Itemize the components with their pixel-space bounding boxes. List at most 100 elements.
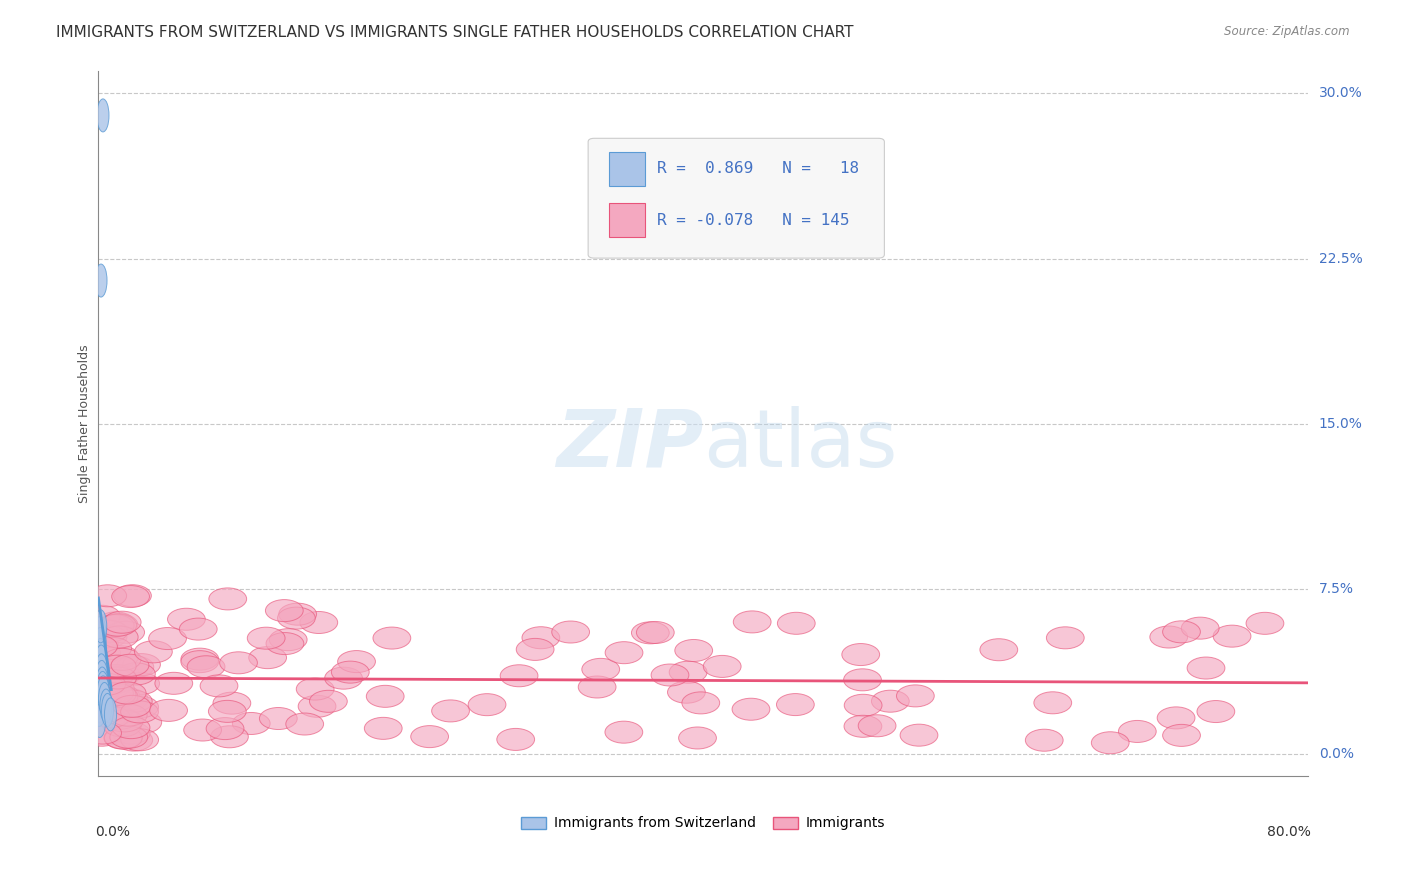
Ellipse shape — [93, 699, 131, 722]
Ellipse shape — [135, 640, 173, 663]
Ellipse shape — [97, 676, 110, 709]
Ellipse shape — [103, 714, 141, 737]
Ellipse shape — [181, 648, 219, 670]
Ellipse shape — [91, 676, 129, 698]
Ellipse shape — [96, 667, 108, 700]
Ellipse shape — [97, 612, 135, 634]
Ellipse shape — [118, 663, 155, 685]
Ellipse shape — [1091, 731, 1129, 754]
Ellipse shape — [94, 610, 107, 643]
Ellipse shape — [108, 682, 146, 704]
Ellipse shape — [208, 700, 246, 723]
Ellipse shape — [516, 639, 554, 660]
Ellipse shape — [669, 661, 707, 683]
Y-axis label: Single Father Households: Single Father Households — [79, 344, 91, 503]
Ellipse shape — [98, 655, 136, 677]
Ellipse shape — [211, 726, 249, 747]
Ellipse shape — [100, 614, 138, 636]
Ellipse shape — [1163, 724, 1201, 747]
Ellipse shape — [432, 700, 470, 722]
Ellipse shape — [209, 588, 246, 610]
Ellipse shape — [631, 622, 669, 644]
Ellipse shape — [668, 681, 706, 703]
Text: 80.0%: 80.0% — [1267, 825, 1310, 839]
Ellipse shape — [1187, 657, 1225, 679]
Ellipse shape — [103, 665, 141, 686]
Ellipse shape — [180, 618, 217, 640]
Ellipse shape — [96, 645, 107, 678]
Ellipse shape — [1118, 721, 1156, 742]
Ellipse shape — [373, 627, 411, 649]
Ellipse shape — [980, 639, 1018, 661]
Ellipse shape — [110, 689, 148, 710]
Ellipse shape — [86, 695, 124, 717]
Ellipse shape — [103, 648, 141, 671]
Ellipse shape — [651, 664, 689, 686]
Ellipse shape — [101, 707, 139, 729]
Ellipse shape — [114, 584, 152, 607]
Ellipse shape — [249, 647, 287, 669]
Ellipse shape — [778, 612, 815, 634]
Ellipse shape — [155, 673, 193, 694]
Ellipse shape — [110, 704, 148, 726]
Ellipse shape — [94, 639, 107, 672]
Ellipse shape — [734, 611, 770, 633]
Ellipse shape — [101, 693, 114, 726]
Ellipse shape — [776, 694, 814, 715]
Ellipse shape — [682, 692, 720, 714]
Ellipse shape — [872, 690, 910, 712]
Ellipse shape — [87, 673, 125, 695]
Ellipse shape — [900, 724, 938, 747]
Ellipse shape — [83, 606, 121, 627]
FancyBboxPatch shape — [609, 153, 645, 186]
Ellipse shape — [89, 625, 127, 648]
FancyBboxPatch shape — [609, 203, 645, 237]
Ellipse shape — [522, 627, 560, 648]
Ellipse shape — [96, 660, 108, 693]
Ellipse shape — [121, 729, 159, 751]
Ellipse shape — [104, 727, 142, 749]
Text: 0.0%: 0.0% — [96, 825, 131, 839]
Ellipse shape — [122, 673, 159, 695]
Text: atlas: atlas — [703, 406, 897, 483]
Ellipse shape — [112, 722, 150, 744]
Ellipse shape — [111, 654, 149, 676]
Ellipse shape — [325, 667, 363, 690]
Ellipse shape — [260, 707, 297, 730]
Ellipse shape — [232, 713, 270, 734]
Ellipse shape — [582, 658, 620, 681]
Ellipse shape — [90, 620, 128, 642]
Ellipse shape — [105, 710, 143, 732]
Ellipse shape — [219, 652, 257, 673]
Ellipse shape — [1181, 617, 1219, 640]
Ellipse shape — [468, 694, 506, 715]
Ellipse shape — [96, 665, 134, 687]
Ellipse shape — [100, 689, 112, 723]
Ellipse shape — [149, 628, 187, 649]
Ellipse shape — [103, 611, 141, 633]
Ellipse shape — [121, 696, 159, 718]
Text: R = -0.078   N = 145: R = -0.078 N = 145 — [657, 212, 849, 227]
Ellipse shape — [578, 676, 616, 698]
Ellipse shape — [114, 690, 152, 713]
Ellipse shape — [96, 264, 107, 297]
Ellipse shape — [98, 667, 136, 689]
Ellipse shape — [844, 694, 882, 716]
Ellipse shape — [1033, 692, 1071, 714]
Ellipse shape — [551, 621, 589, 643]
Ellipse shape — [1046, 627, 1084, 648]
Ellipse shape — [367, 685, 404, 707]
Ellipse shape — [679, 727, 717, 749]
Ellipse shape — [112, 716, 150, 739]
Ellipse shape — [100, 685, 138, 707]
Ellipse shape — [94, 627, 107, 660]
Ellipse shape — [103, 713, 141, 735]
Ellipse shape — [842, 643, 880, 665]
Ellipse shape — [98, 614, 136, 636]
Text: 15.0%: 15.0% — [1319, 417, 1362, 431]
Ellipse shape — [98, 683, 136, 706]
Ellipse shape — [1157, 706, 1195, 729]
Ellipse shape — [278, 603, 316, 625]
Ellipse shape — [167, 608, 205, 631]
Ellipse shape — [101, 646, 139, 667]
